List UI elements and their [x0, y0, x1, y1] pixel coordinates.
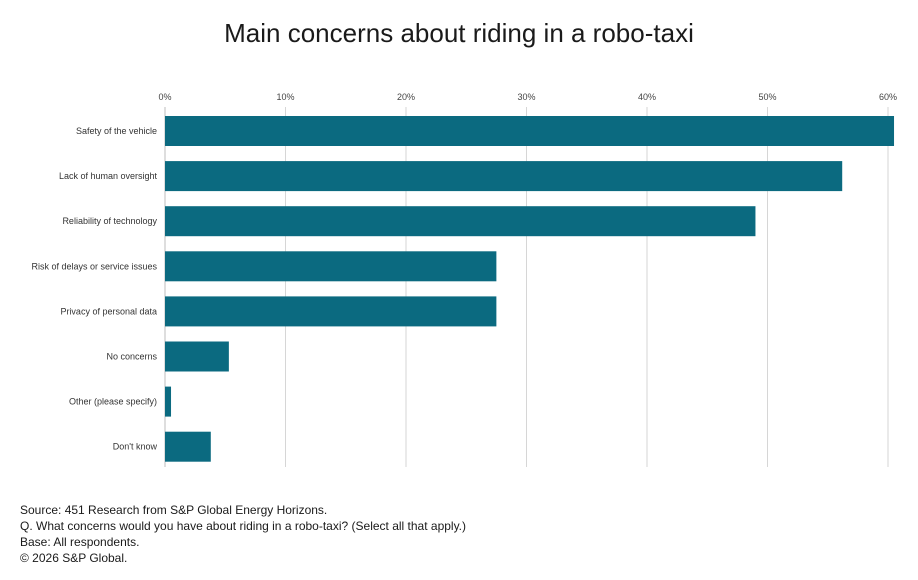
category-label-no-concerns: No concerns	[106, 352, 157, 362]
category-label-don-t-know: Don't know	[113, 442, 158, 452]
x-tick-label-60: 60%	[879, 92, 897, 102]
bar-no-concerns	[165, 341, 229, 372]
base-note: Base: All respondents.	[20, 535, 140, 549]
bar-risk-of-delays-or-service-issues	[165, 251, 497, 282]
bar-safety-of-the-vehicle	[165, 116, 895, 146]
copyright-note: © 2026 S&P Global.	[20, 551, 128, 565]
x-tick-label-50: 50%	[758, 92, 776, 102]
category-label-lack-of-human-oversight: Lack of human oversight	[59, 171, 158, 181]
category-label-privacy-of-personal-data: Privacy of personal data	[60, 306, 157, 316]
bar-privacy-of-personal-data	[165, 296, 497, 327]
chart-title: Main concerns about riding in a robo-tax…	[224, 18, 694, 48]
category-label-safety-of-the-vehicle: Safety of the vehicle	[76, 126, 157, 136]
category-label-reliability-of-technology: Reliability of technology	[62, 216, 157, 226]
x-tick-label-20: 20%	[397, 92, 415, 102]
bar-other-please-specify	[165, 386, 172, 417]
category-label-risk-of-delays-or-service-issues: Risk of delays or service issues	[31, 261, 157, 271]
chart-footer: Source: 451 Research from S&P Global Ene…	[20, 502, 466, 566]
question-note: Q. What concerns would you have about ri…	[20, 519, 467, 533]
x-tick-label-40: 40%	[638, 92, 656, 102]
x-tick-label-30: 30%	[517, 92, 535, 102]
x-tick-label-0: 0%	[158, 92, 171, 102]
source-note: Source: 451 Research from S&P Global Ene…	[20, 503, 328, 517]
bar-lack-of-human-oversight	[165, 161, 843, 192]
category-label-other-please-specify: Other (please specify)	[69, 397, 157, 407]
bar-chart: 0% 10% 20% 30% 40% 50% 60% Safety of the vehicl…	[31, 92, 897, 467]
bar-reliability-of-technology	[165, 206, 756, 237]
bar-don-t-know	[165, 431, 211, 462]
x-tick-label-10: 10%	[276, 92, 294, 102]
